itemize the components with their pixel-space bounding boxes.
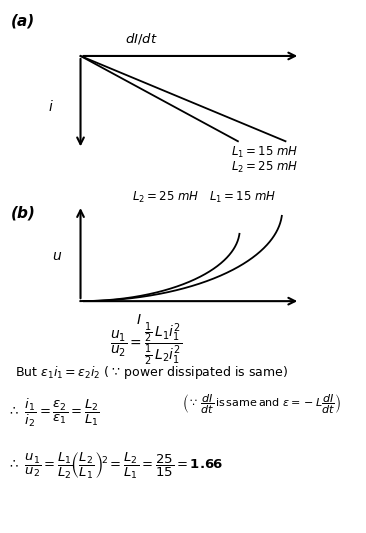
Text: $u$: $u$ bbox=[52, 249, 62, 263]
Text: $dI/dt$: $dI/dt$ bbox=[124, 31, 157, 46]
Text: $\dfrac{u_1}{u_2} = \dfrac{\frac{1}{2}\,L_1 i_1^2}{\frac{1}{2}\,L_2 i_1^2}$: $\dfrac{u_1}{u_2} = \dfrac{\frac{1}{2}\,… bbox=[110, 321, 182, 368]
Text: $L_1 = 15\ mH$: $L_1 = 15\ mH$ bbox=[231, 145, 298, 160]
Text: But $\varepsilon_1 i_1 = \varepsilon_2 i_2$ ($\because\,$power dissipated is sam: But $\varepsilon_1 i_1 = \varepsilon_2 i… bbox=[15, 364, 288, 381]
Text: (b): (b) bbox=[11, 205, 36, 220]
Text: $L_2 = 25\ mH$: $L_2 = 25\ mH$ bbox=[231, 160, 298, 175]
Text: (a): (a) bbox=[11, 13, 35, 28]
Text: $L_1 = 15\ mH$: $L_1 = 15\ mH$ bbox=[209, 190, 276, 205]
Text: $I$: $I$ bbox=[136, 313, 142, 327]
Text: $L_2 = 25\ mH$: $L_2 = 25\ mH$ bbox=[132, 190, 199, 205]
Text: $\!\left(\because\,\dfrac{dI}{dt}\,\mathrm{is\,same\,and}\;\varepsilon = -L\dfra: $\!\left(\because\,\dfrac{dI}{dt}\,\math… bbox=[183, 393, 341, 416]
Text: $i$: $i$ bbox=[48, 99, 54, 114]
Text: $\therefore\ \dfrac{u_1}{u_2} = \dfrac{L_1}{L_2}\!\left(\dfrac{L_2}{L_1}\right)^: $\therefore\ \dfrac{u_1}{u_2} = \dfrac{L… bbox=[7, 450, 224, 481]
Text: $\therefore\ \dfrac{i_1}{i_2} = \dfrac{\varepsilon_2}{\varepsilon_1} = \dfrac{L_: $\therefore\ \dfrac{i_1}{i_2} = \dfrac{\… bbox=[7, 397, 100, 429]
